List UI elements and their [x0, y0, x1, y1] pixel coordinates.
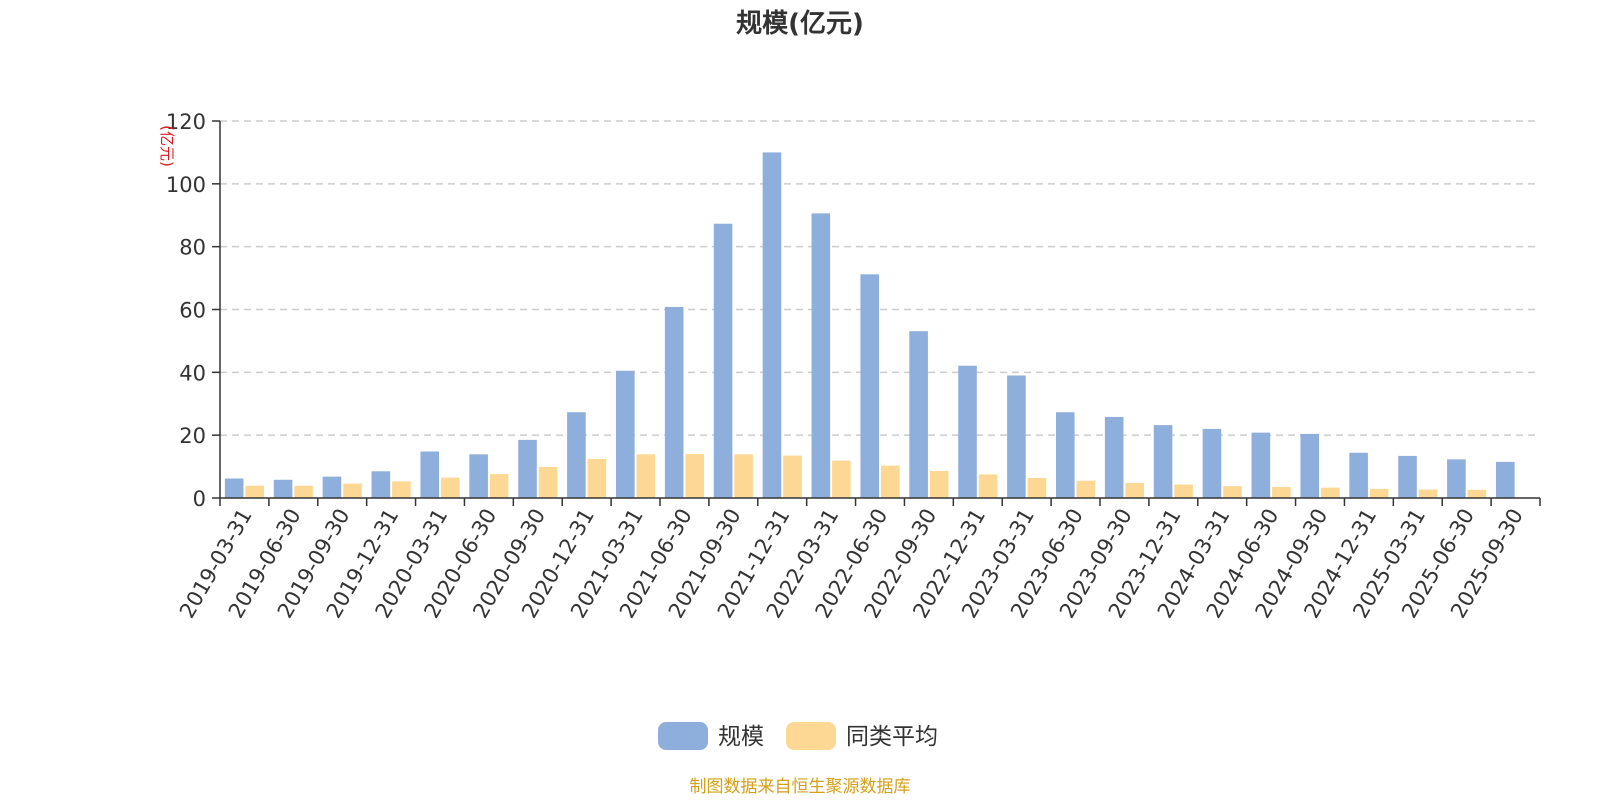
bar-peer-avg-2021-09-30 [734, 454, 753, 498]
bar-peer-avg-2024-03-31 [1223, 486, 1242, 498]
chart-title: 规模(亿元) [736, 9, 864, 39]
bar-peer-avg-2025-03-31 [1418, 489, 1438, 498]
bar-peer-avg-2024-09-30 [1320, 487, 1340, 498]
legend: 规模 同类平均 [658, 722, 938, 750]
y-tick-label: 20 [179, 424, 206, 448]
bar-peer-avg-2022-06-30 [880, 465, 900, 498]
data-source-note: 制图数据来自恒生聚源数据库 [690, 777, 911, 797]
bar-peer-avg-2021-06-30 [685, 454, 704, 498]
bar-peer-avg-2019-12-31 [392, 481, 411, 498]
bar-scale-2025-09-30 [1496, 461, 1515, 498]
y-tick-label: 120 [166, 110, 206, 134]
bar-peer-avg-2022-03-31 [832, 460, 851, 498]
bar-peer-avg-2019-06-30 [294, 485, 313, 498]
legend-label-scale: 规模 [718, 724, 764, 750]
bar-scale-2022-12-31 [958, 365, 977, 498]
y-axis: 0 20 40 60 80 100 120 [166, 110, 221, 511]
bar-scale-2022-06-30 [860, 274, 880, 498]
bar-peer-avg-2025-06-30 [1467, 489, 1487, 498]
bars [224, 152, 1515, 499]
y-axis-unit-label: (亿元) [158, 125, 176, 167]
bar-peer-avg-2020-12-31 [587, 459, 607, 498]
bar-peer-avg-2020-09-30 [538, 466, 558, 498]
bar-peer-avg-2023-03-31 [1027, 477, 1047, 498]
y-tick-label: 100 [166, 173, 206, 197]
bar-peer-avg-2019-09-30 [343, 483, 362, 498]
legend-label-peer-avg: 同类平均 [846, 724, 938, 750]
bar-scale-2019-03-31 [224, 478, 244, 498]
bar-scale-2020-09-30 [518, 439, 537, 498]
bar-scale-2024-06-30 [1251, 432, 1271, 498]
legend-swatch-scale [658, 722, 708, 750]
bar-peer-avg-2023-12-31 [1174, 484, 1193, 498]
bar-scale-2024-12-31 [1349, 452, 1368, 498]
bar-peer-avg-2022-09-30 [929, 470, 949, 498]
bar-peer-avg-2020-03-31 [440, 477, 460, 498]
bar-scale-2020-12-31 [567, 412, 586, 498]
bar-scale-2023-12-31 [1153, 425, 1173, 498]
bar-scale-2023-09-30 [1104, 416, 1124, 498]
bar-scale-2023-03-31 [1007, 375, 1026, 498]
bar-peer-avg-2024-06-30 [1272, 487, 1291, 498]
bar-peer-avg-2023-09-30 [1125, 482, 1144, 498]
bar-scale-2022-03-31 [811, 213, 831, 499]
bar-scale-2024-09-30 [1300, 433, 1320, 498]
bar-scale-2024-03-31 [1202, 428, 1222, 498]
bar-peer-avg-2021-03-31 [636, 454, 656, 498]
bar-scale-2021-12-31 [762, 152, 782, 498]
bar-peer-avg-2021-12-31 [783, 455, 802, 498]
bar-peer-avg-2019-03-31 [245, 485, 264, 498]
x-axis: 2019-03-312019-06-302019-09-302019-12-31… [175, 497, 1541, 622]
bar-peer-avg-2020-06-30 [489, 474, 509, 498]
bar-scale-2020-03-31 [420, 451, 440, 498]
bar-scale-2025-06-30 [1447, 459, 1466, 498]
bar-scale-2021-06-30 [664, 306, 684, 498]
bar-scale-2025-03-31 [1398, 455, 1417, 498]
bar-scale-2022-09-30 [909, 331, 928, 498]
bar-peer-avg-2022-12-31 [978, 474, 998, 498]
bar-peer-avg-2023-06-30 [1076, 480, 1096, 498]
grid-lines [220, 120, 1540, 436]
bar-scale-2020-06-30 [469, 454, 488, 498]
bar-scale-2019-09-30 [322, 476, 342, 498]
bar-scale-2021-03-31 [616, 370, 635, 498]
y-tick-label: 80 [179, 236, 206, 260]
bar-scale-2019-12-31 [371, 471, 391, 498]
bar-scale-2019-06-30 [273, 479, 293, 498]
bar-peer-avg-2024-12-31 [1369, 488, 1389, 498]
bar-scale-2023-06-30 [1056, 412, 1075, 498]
y-tick-label: 40 [179, 361, 206, 385]
legend-swatch-peer-avg [786, 722, 836, 750]
y-tick-label: 0 [193, 487, 206, 511]
y-tick-label: 60 [179, 299, 206, 323]
bar-scale-2021-09-30 [713, 223, 733, 499]
